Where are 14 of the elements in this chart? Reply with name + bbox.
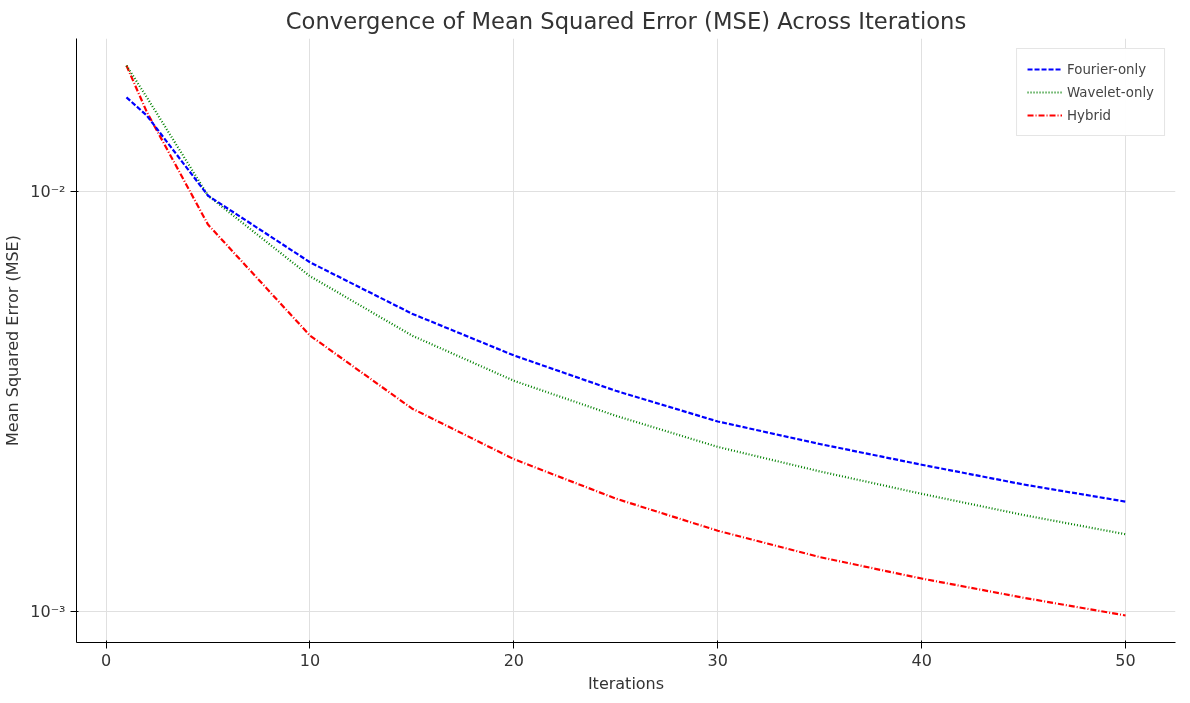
y-tick-label: 10⁻² — [30, 182, 66, 202]
chart-title: Convergence of Mean Squared Error (MSE) Across Iterations — [285, 7, 967, 34]
y-axis-title: Mean Squared Error (MSE) — [3, 235, 23, 446]
x-tick-label: 40 — [911, 650, 932, 670]
legend-label: Wavelet-only — [1067, 84, 1154, 100]
y-tick-label: 10⁻³ — [30, 602, 66, 622]
x-tick-label: 20 — [503, 650, 525, 670]
x-tick-label: 30 — [707, 650, 728, 670]
x-tick-label: 0 — [100, 650, 112, 670]
x-tick-label: 50 — [1115, 650, 1136, 670]
legend-label: Fourier-only — [1067, 61, 1147, 77]
x-tick-label: 10 — [299, 650, 321, 670]
x-axis-title: Iterations — [587, 673, 665, 693]
legend-label: Hybrid — [1067, 107, 1112, 123]
